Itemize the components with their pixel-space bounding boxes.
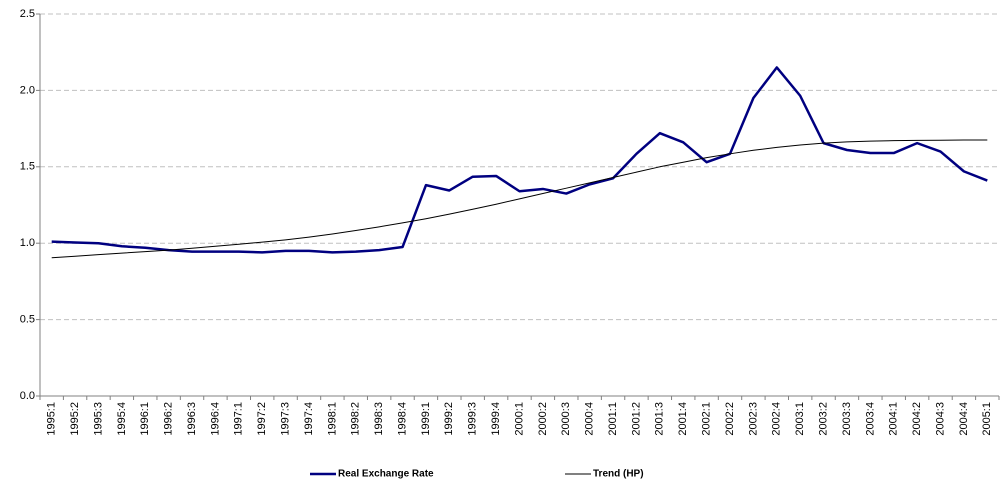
- x-tick-label: 1999:4: [490, 402, 502, 436]
- x-tick-label: 1999:1: [420, 402, 432, 436]
- x-tick-label: 2004:4: [958, 402, 970, 436]
- y-tick-label: 0.0: [20, 390, 35, 402]
- x-tick-label: 1997:4: [303, 402, 315, 436]
- x-tick-label: 1998:3: [373, 402, 385, 436]
- x-tick-label: 2003:1: [794, 402, 806, 436]
- x-tick-label: 2003:4: [864, 402, 876, 436]
- x-tick-label: 1995:2: [69, 402, 81, 436]
- x-tick-label: 1996:3: [186, 402, 198, 436]
- x-tick-label: 2005:1: [981, 402, 993, 436]
- x-tick-label: 2001:2: [630, 402, 642, 436]
- x-tick-label: 1997:3: [280, 402, 292, 436]
- x-tick-label: 1996:1: [139, 402, 151, 436]
- y-tick-label: 2.0: [20, 84, 35, 96]
- y-tick-label: 1.5: [20, 161, 35, 173]
- x-tick-label: 1995:1: [46, 402, 58, 436]
- x-tick-label: 2002:4: [771, 402, 783, 436]
- x-tick-label: 2004:2: [911, 402, 923, 436]
- x-tick-label: 2000:3: [560, 402, 572, 436]
- series-line: [51, 66, 988, 254]
- x-tick-label: 2003:3: [841, 402, 853, 436]
- x-tick-label: 1996:2: [163, 402, 175, 436]
- x-tick-label: 1996:4: [209, 402, 221, 436]
- x-tick-label: 2004:1: [888, 402, 900, 436]
- x-tick-label: 2002:2: [724, 402, 736, 436]
- x-tick-label: 1997:2: [256, 402, 268, 436]
- x-tick-label: 1998:4: [396, 402, 408, 436]
- x-tick-label: 1995:4: [116, 402, 128, 436]
- legend-label: Real Exchange Rate: [338, 469, 434, 480]
- x-tick-label: 2000:4: [584, 402, 596, 436]
- x-tick-label: 2002:3: [747, 402, 759, 436]
- x-tick-label: 2001:4: [677, 402, 689, 436]
- y-tick-label: 2.5: [20, 8, 35, 20]
- x-tick-label: 1998:1: [326, 402, 338, 436]
- x-tick-label: 2000:2: [537, 402, 549, 436]
- y-tick-label: 0.5: [20, 314, 35, 326]
- x-tick-label: 2001:1: [607, 402, 619, 436]
- x-tick-label: 1997:1: [233, 402, 245, 436]
- x-tick-label: 1995:3: [92, 402, 104, 436]
- x-tick-label: 1999:2: [443, 402, 455, 436]
- x-tick-label: 1999:3: [467, 402, 479, 436]
- x-tick-label: 2002:1: [701, 402, 713, 436]
- x-tick-label: 2001:3: [654, 402, 666, 436]
- y-tick-label: 1.0: [20, 237, 35, 249]
- legend-label: Trend (HP): [593, 469, 644, 480]
- x-tick-label: 2003:2: [817, 402, 829, 436]
- x-tick-label: 2004:3: [934, 402, 946, 436]
- x-tick-label: 1998:2: [350, 402, 362, 436]
- series-line: [51, 139, 988, 259]
- x-tick-label: 2000:1: [513, 402, 525, 436]
